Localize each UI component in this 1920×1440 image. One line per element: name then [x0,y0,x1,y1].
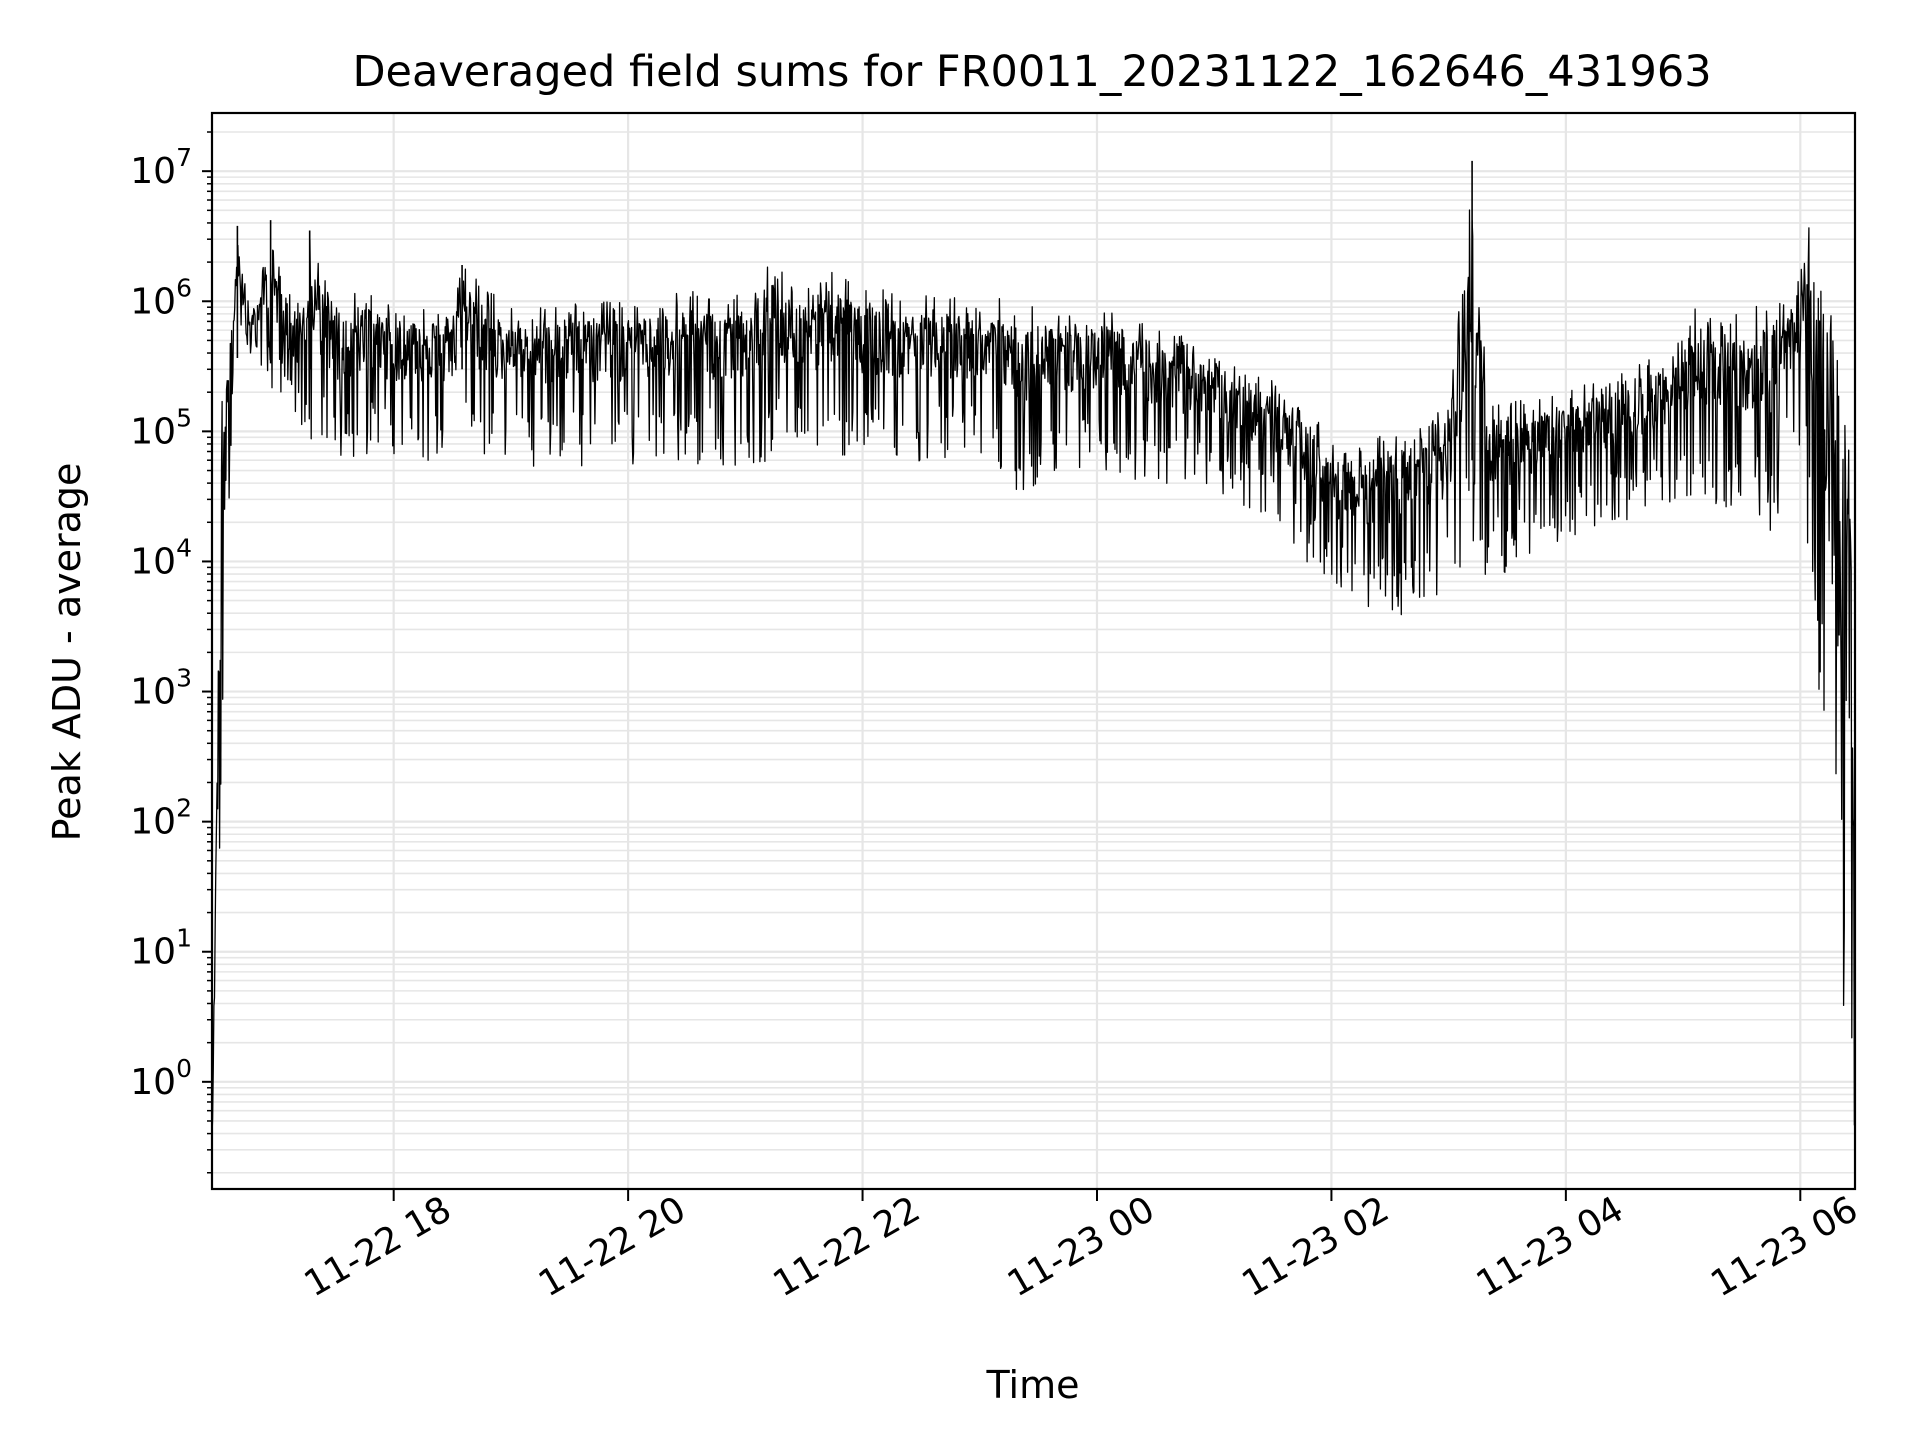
y-tick-label-exponent: 2 [176,794,192,823]
y-tick-label-exponent: 5 [176,403,192,432]
y-tick-label: 100 [130,1054,192,1103]
y-tick-label: 107 [130,143,192,192]
y-tick-label-exponent: 6 [176,273,192,302]
y-axis-label: Peak ADU - average [45,463,89,842]
y-tick-label-base: 10 [130,672,176,713]
y-tick-label-base: 10 [130,541,176,582]
y-tick-label-base: 10 [130,281,176,322]
y-tick-label: 105 [130,403,192,452]
y-tick-label-base: 10 [130,411,176,452]
data-series [211,160,1856,1138]
y-tick-label-base: 10 [130,932,176,973]
y-tick-label-exponent: 7 [176,143,192,172]
y-tick-label-exponent: 1 [176,924,192,953]
y-tick-label-exponent: 4 [176,533,192,562]
x-axis-label: Time [986,1363,1080,1407]
y-tick-label: 103 [130,664,192,713]
series-line [211,209,1856,1138]
y-tick-label: 104 [130,533,192,582]
y-tick-label: 106 [130,273,192,322]
y-tick-label: 102 [130,794,192,843]
plot-frame [210,111,1857,1191]
chart-title: Deaveraged field sums for FR0011_2023112… [352,47,1711,97]
y-tick-label-exponent: 3 [176,664,192,693]
y-tick-label-exponent: 0 [176,1054,192,1083]
y-tick-label-base: 10 [130,1062,176,1103]
y-tick-label: 101 [130,924,192,973]
y-tick-label-base: 10 [130,151,176,192]
y-tick-label-base: 10 [130,802,176,843]
